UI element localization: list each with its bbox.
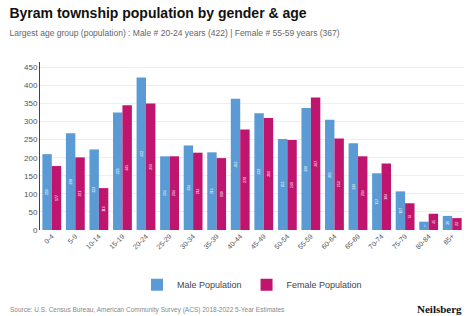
svg-text:Source: U.S. Census Bureau, Am: Source: U.S. Census Bureau, American Com… <box>10 306 285 314</box>
svg-text:74: 74 <box>408 215 412 219</box>
svg-text:50: 50 <box>28 208 37 217</box>
svg-text:60-64: 60-64 <box>320 233 338 251</box>
svg-text:199: 199 <box>220 191 224 197</box>
svg-text:33: 33 <box>455 222 459 226</box>
svg-text:Byram township population by g: Byram township population by gender & ag… <box>9 5 339 38</box>
svg-text:157: 157 <box>375 199 379 205</box>
svg-text:210: 210 <box>45 189 49 195</box>
svg-text:214: 214 <box>196 188 200 194</box>
svg-text:252: 252 <box>281 182 285 188</box>
svg-text:177: 177 <box>55 195 59 201</box>
svg-text:223: 223 <box>92 187 96 193</box>
svg-text:150: 150 <box>24 172 38 181</box>
svg-text:Neilsberg: Neilsberg <box>417 303 462 315</box>
svg-text:40-44: 40-44 <box>226 233 244 251</box>
svg-text:65-69: 65-69 <box>344 233 362 251</box>
svg-text:0: 0 <box>33 226 38 235</box>
svg-text:268: 268 <box>69 179 73 185</box>
svg-text:25-29: 25-29 <box>155 233 173 251</box>
svg-text:15-19: 15-19 <box>108 233 126 251</box>
svg-text:325: 325 <box>116 168 120 174</box>
svg-text:345: 345 <box>125 165 129 171</box>
svg-text:200: 200 <box>24 154 38 163</box>
svg-text:310: 310 <box>267 171 271 177</box>
svg-text:338: 338 <box>304 166 308 172</box>
svg-text:253: 253 <box>337 181 341 187</box>
svg-text:50-54: 50-54 <box>273 233 291 251</box>
svg-text:363: 363 <box>234 162 238 168</box>
svg-text:204: 204 <box>163 190 167 196</box>
svg-text:201: 201 <box>78 191 82 197</box>
svg-text:20-24: 20-24 <box>132 233 150 251</box>
svg-text:45-49: 45-49 <box>249 233 267 251</box>
svg-text:400: 400 <box>24 81 38 90</box>
svg-text:323: 323 <box>257 169 261 175</box>
svg-text:250: 250 <box>24 135 38 144</box>
svg-text:249: 249 <box>290 182 294 188</box>
svg-text:39: 39 <box>446 221 450 225</box>
svg-text:204: 204 <box>361 190 365 196</box>
svg-text:75-79: 75-79 <box>391 233 409 251</box>
svg-text:100: 100 <box>24 190 38 199</box>
svg-text:300: 300 <box>24 117 38 126</box>
svg-text:350: 350 <box>24 99 38 108</box>
svg-text:5-9: 5-9 <box>66 233 78 245</box>
svg-text:85+: 85+ <box>442 233 455 246</box>
svg-text:0-4: 0-4 <box>43 233 55 245</box>
svg-text:240: 240 <box>352 184 356 190</box>
svg-text:305: 305 <box>328 172 332 178</box>
svg-text:116: 116 <box>102 206 106 212</box>
svg-text:278: 278 <box>243 177 247 183</box>
svg-text:215: 215 <box>210 188 214 194</box>
svg-text:45: 45 <box>432 220 436 224</box>
svg-text:350: 350 <box>149 164 153 170</box>
svg-text:Female Population: Female Population <box>287 280 362 290</box>
svg-text:70-74: 70-74 <box>367 233 385 251</box>
svg-text:204: 204 <box>172 190 176 196</box>
svg-text:234: 234 <box>187 185 191 191</box>
svg-text:367: 367 <box>314 161 318 167</box>
svg-text:23: 23 <box>423 224 425 227</box>
svg-text:184: 184 <box>384 194 388 200</box>
svg-text:55-59: 55-59 <box>296 233 314 251</box>
svg-text:30-34: 30-34 <box>179 233 197 251</box>
svg-text:10-14: 10-14 <box>84 233 102 251</box>
svg-text:35-39: 35-39 <box>202 233 220 251</box>
svg-text:422: 422 <box>140 151 144 157</box>
svg-text:Male Population: Male Population <box>177 280 242 290</box>
svg-text:450: 450 <box>24 63 38 72</box>
svg-text:80-84: 80-84 <box>414 233 432 251</box>
svg-text:107: 107 <box>399 208 403 214</box>
